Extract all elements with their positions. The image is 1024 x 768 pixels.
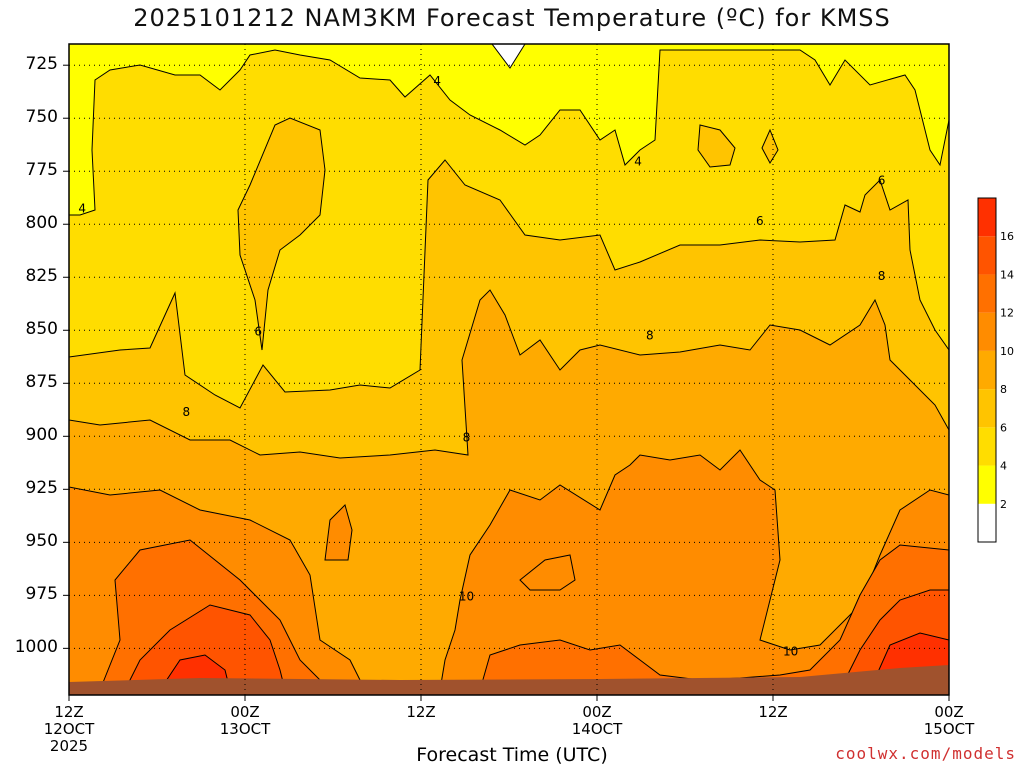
x-axis-ticks <box>68 695 950 701</box>
contour-labels: 4 4 4 6 6 6 8 8 8 8 10 10 <box>78 74 885 658</box>
y-tick-label: 925 <box>25 478 58 499</box>
x-tick-year: 2025 <box>49 737 89 755</box>
colorbar-label: 16 <box>1000 230 1014 243</box>
y-tick-label: 800 <box>25 213 58 234</box>
colorbar: 2 4 6 8 10 12 14 16 <box>977 197 1014 543</box>
contour-label: 10 <box>459 589 474 603</box>
x-tick-time: 12Z <box>54 703 84 721</box>
contour-label: 8 <box>646 329 654 343</box>
y-axis-ticks <box>63 64 69 649</box>
colorbar-label: 4 <box>1000 460 1007 473</box>
x-tick-time: 00Z <box>934 703 964 721</box>
x-tick-label: 12Z <box>758 704 787 755</box>
colorbar-swatch <box>978 427 996 466</box>
y-tick-label: 1000 <box>14 637 58 658</box>
band-below-2 <box>491 44 526 69</box>
chart-title: 2025101212 NAM3KM Forecast Temperature (… <box>133 4 891 32</box>
credit-text: coolwx.com/models <box>835 744 1016 763</box>
x-tick-time: 12Z <box>758 703 788 721</box>
colorbar-label: 2 <box>1000 498 1007 511</box>
contour-label: 8 <box>183 405 191 419</box>
plot-frame <box>68 43 950 696</box>
contour-label: 6 <box>254 324 262 338</box>
contour-label: 8 <box>463 430 471 444</box>
band-2-4 <box>69 44 949 216</box>
x-tick-date: 13OCT <box>219 720 271 738</box>
colorbar-swatch <box>978 312 996 351</box>
band-12-14-blob <box>519 554 576 591</box>
x-tick-time: 00Z <box>230 703 260 721</box>
contour-label: 6 <box>756 214 764 228</box>
contour-label: 8 <box>878 269 886 283</box>
colorbar-swatch <box>978 465 996 504</box>
colorbar-label: 10 <box>1000 345 1014 358</box>
contour-label: 4 <box>634 155 642 169</box>
y-tick-label: 975 <box>25 584 58 605</box>
x-tick-date: 15OCT <box>923 720 975 738</box>
x-tick-label: 00Z 15OCT <box>924 704 975 755</box>
x-tick-date: 12OCT <box>43 720 95 738</box>
y-tick-label: 725 <box>25 54 58 75</box>
contour-fill <box>69 44 949 695</box>
x-tick-label: 00Z 13OCT <box>220 704 271 755</box>
y-tick-label: 825 <box>25 266 58 287</box>
x-tick-date: 14OCT <box>571 720 623 738</box>
band-6-8-blob-b <box>761 128 779 165</box>
colorbar-swatch <box>978 389 996 428</box>
x-tick-date <box>406 721 435 738</box>
y-tick-label: 875 <box>25 372 58 393</box>
contour-label: 4 <box>78 201 86 215</box>
band-6-8-blob-a <box>697 124 736 168</box>
colorbar-label: 8 <box>1000 383 1007 396</box>
x-tick-time: 00Z <box>582 703 612 721</box>
x-tick-date <box>758 721 787 738</box>
band-10-12-mid <box>439 449 949 691</box>
contour-label: 10 <box>783 644 798 658</box>
x-tick-label: 12Z <box>406 704 435 755</box>
x-tick-label: 12Z 12OCT 2025 <box>44 704 95 755</box>
band-10-12-blob <box>324 504 353 561</box>
contour-label: 6 <box>878 174 886 188</box>
ground-surface <box>69 665 949 695</box>
y-tick-label: 850 <box>25 319 58 340</box>
colorbar-swatch <box>978 503 996 542</box>
colorbar-swatch <box>978 198 996 237</box>
y-tick-label: 950 <box>25 531 58 552</box>
x-axis-title: Forecast Time (UTC) <box>416 744 608 766</box>
x-tick-label: 00Z 14OCT <box>572 704 623 755</box>
x-tick-time: 12Z <box>406 703 436 721</box>
y-tick-label: 900 <box>25 425 58 446</box>
colorbar-label: 6 <box>1000 421 1007 434</box>
colorbar-swatch <box>978 274 996 313</box>
contour-label: 4 <box>433 74 441 88</box>
colorbar-label: 14 <box>1000 268 1014 281</box>
colorbar-frame <box>977 197 997 543</box>
y-tick-label: 775 <box>25 160 58 181</box>
colorbar-swatch <box>978 350 996 390</box>
colorbar-swatch <box>978 236 996 275</box>
band-6-8-lobe <box>237 117 326 351</box>
colorbar-label: 12 <box>1000 307 1014 320</box>
y-tick-label: 750 <box>25 107 58 128</box>
